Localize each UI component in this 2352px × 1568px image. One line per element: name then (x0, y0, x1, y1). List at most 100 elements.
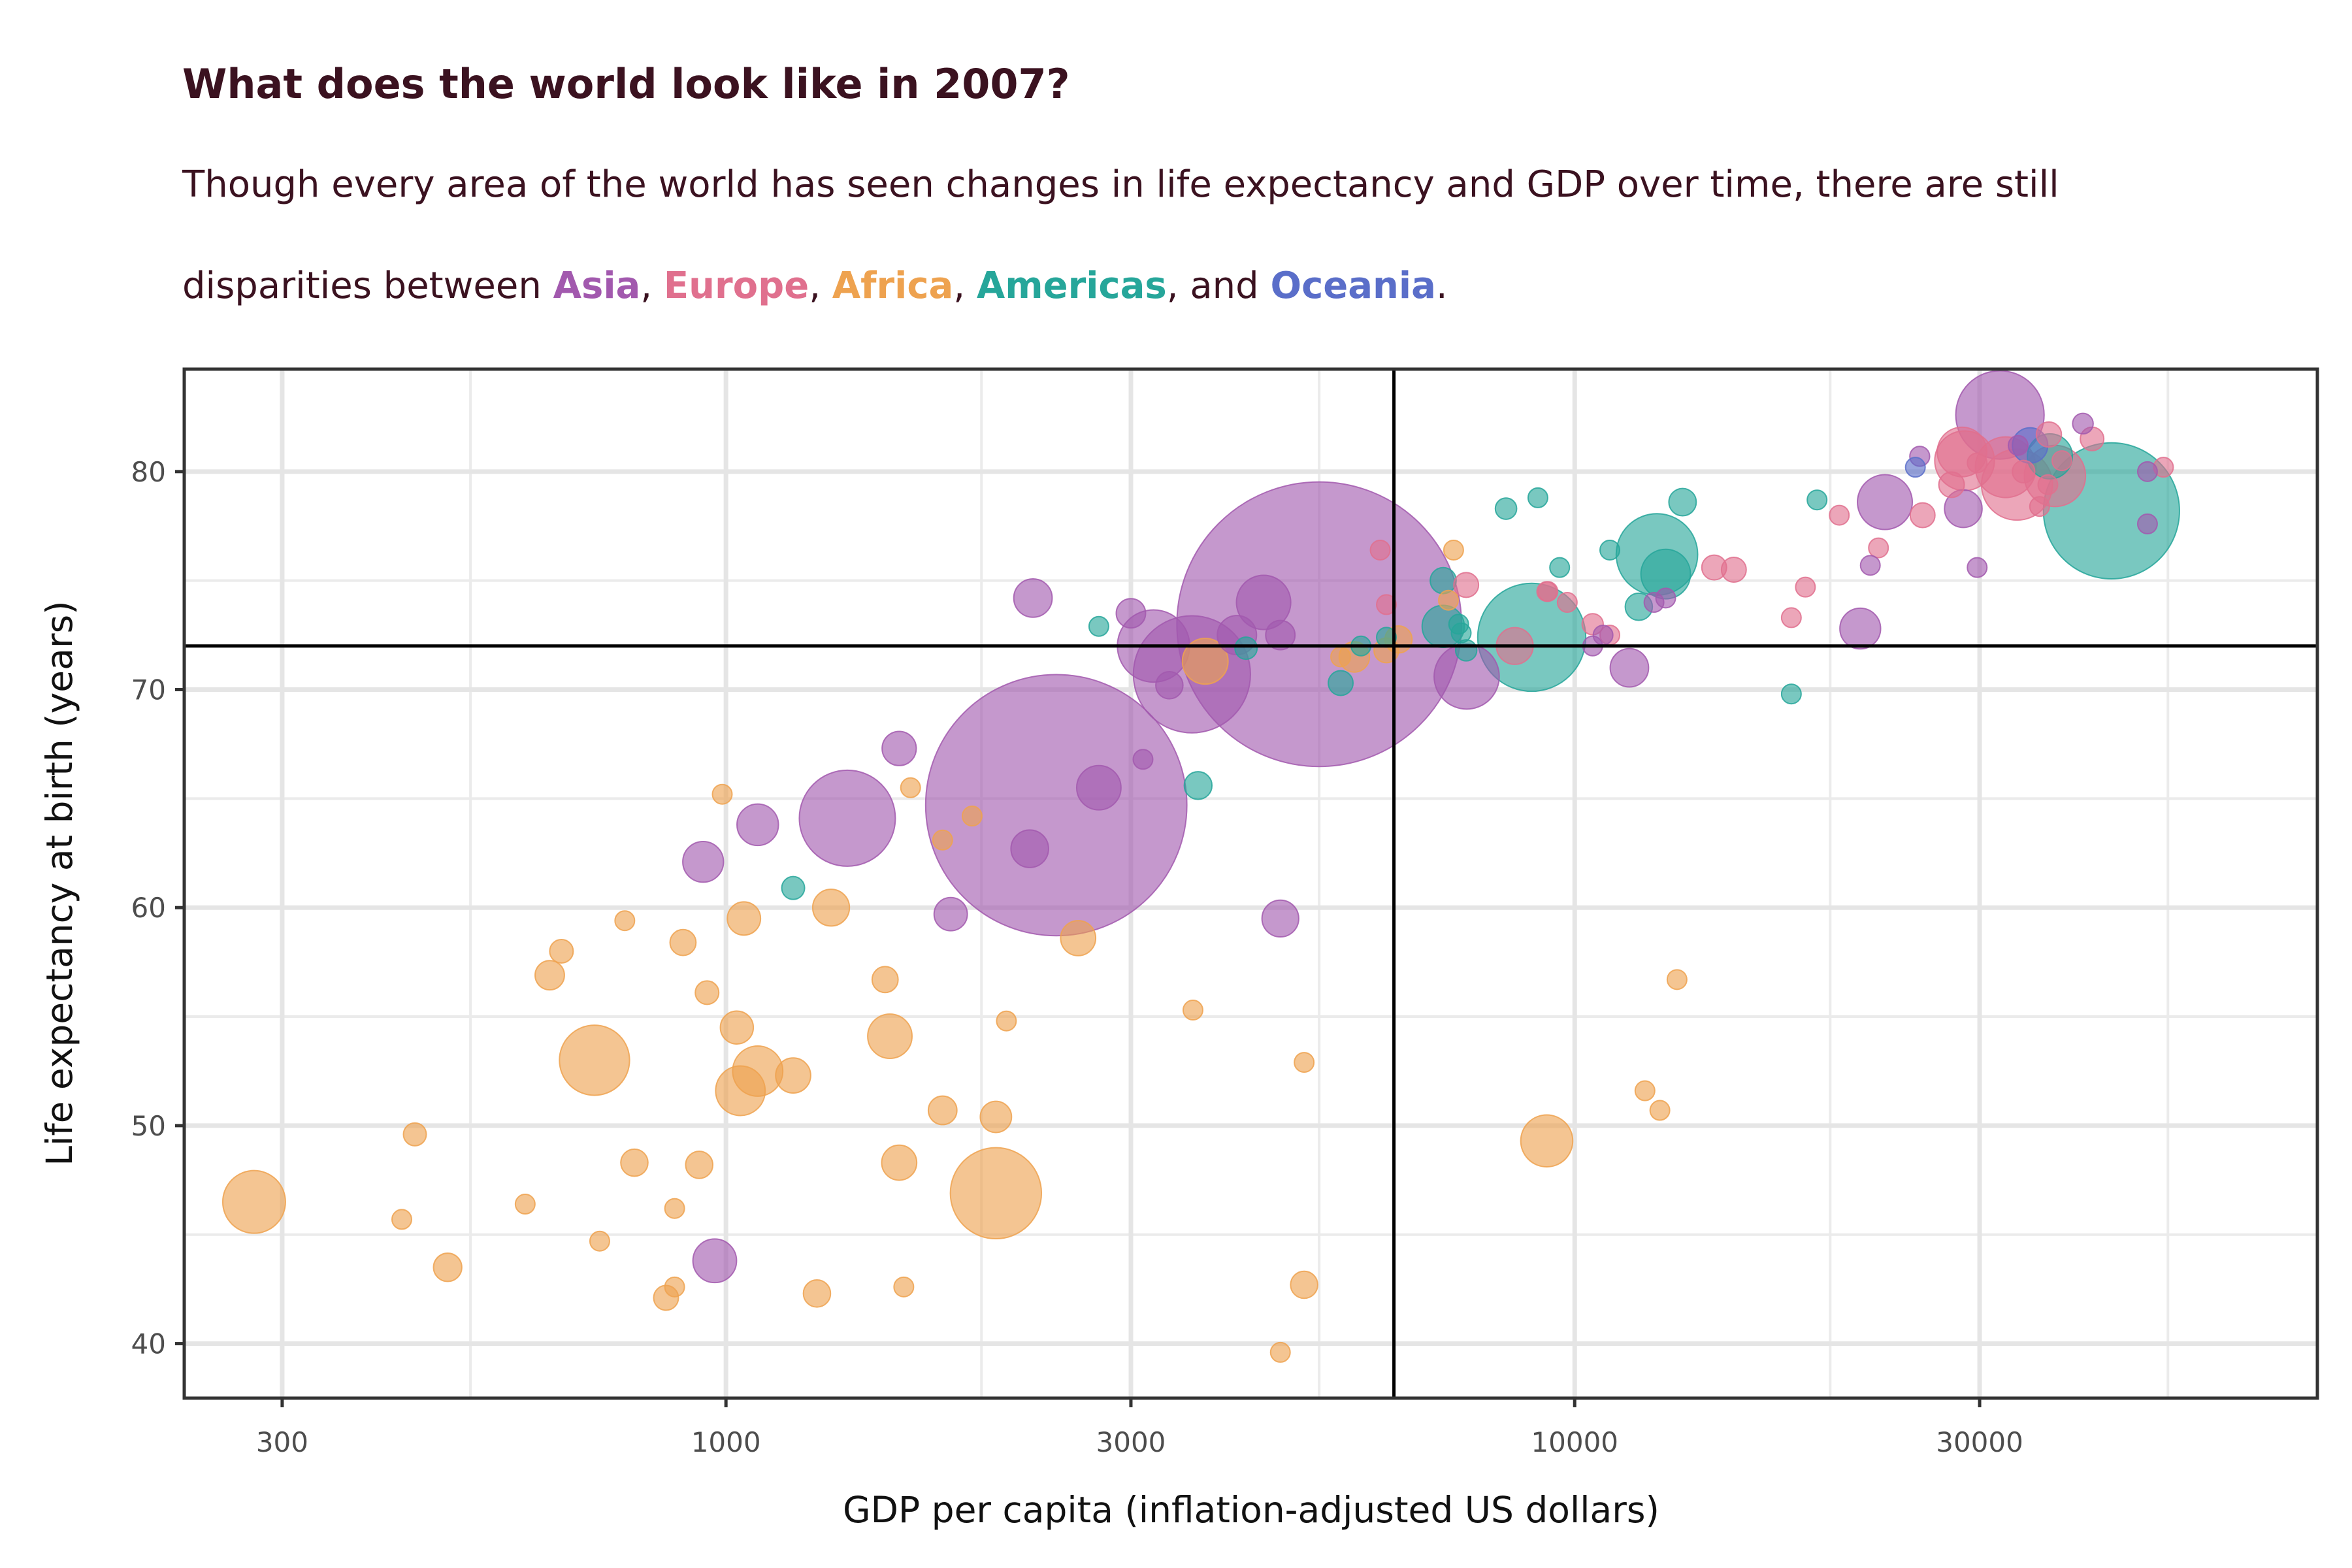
point-africa (961, 806, 983, 827)
point-africa (685, 1151, 714, 1179)
point-africa (715, 1065, 766, 1117)
point-asia (1592, 625, 1614, 646)
x-tick-label: 10000 (1531, 1426, 1618, 1458)
x-tick-label: 3000 (1096, 1426, 1166, 1458)
point-americas (1234, 636, 1258, 661)
point-africa (711, 783, 733, 805)
point-africa (614, 910, 636, 932)
point-africa (802, 1279, 832, 1308)
point-europe (1556, 592, 1578, 613)
point-americas (1549, 557, 1571, 578)
point-africa (1666, 969, 1688, 990)
point-africa (664, 1198, 685, 1219)
point-asia (736, 803, 779, 847)
point-asia (1075, 764, 1122, 811)
subtitle-and: , and (1166, 265, 1271, 307)
legend-asia: Asia (553, 265, 641, 307)
point-africa (727, 901, 762, 936)
legend-europe: Europe (663, 265, 809, 307)
point-africa (1182, 1000, 1203, 1021)
point-asia (1155, 671, 1184, 700)
point-americas (1328, 670, 1354, 696)
x-tick-label: 30000 (1936, 1426, 2023, 1458)
point-africa (1181, 638, 1229, 685)
point-asia (1235, 574, 1292, 630)
point-asia (1115, 598, 1147, 629)
point-asia (924, 674, 1188, 937)
point-africa (1294, 1052, 1315, 1073)
point-africa (1443, 539, 1464, 561)
x-tick-label: 300 (256, 1426, 308, 1458)
reference-lines (184, 369, 2317, 1398)
point-asia (881, 730, 917, 766)
point-africa (559, 1024, 630, 1096)
point-asia (1609, 647, 1650, 688)
point-americas (1183, 771, 1213, 800)
point-africa (669, 928, 697, 956)
x-axis: 300 1000 3000 10000 30000 (256, 1398, 2023, 1458)
legend-oceania: Oceania (1270, 265, 1436, 307)
point-africa (927, 1095, 958, 1126)
point-africa (996, 1010, 1017, 1032)
point-europe (2037, 474, 2059, 495)
point-africa (1649, 1100, 1671, 1121)
point-africa (979, 1100, 1013, 1134)
point-asia (1859, 555, 1881, 576)
point-asia (1261, 899, 1299, 938)
point-americas (1806, 489, 1828, 511)
subtitle-line-1: Though every area of the world has seen … (182, 163, 2059, 206)
point-asia (682, 840, 725, 883)
y-axis-label: Life expectancy at birth (years) (39, 600, 80, 1166)
subtitle-sep-1: , (640, 265, 664, 307)
point-europe (1369, 539, 1391, 561)
y-tick-label: 80 (131, 456, 166, 488)
point-europe (1780, 607, 1802, 629)
point-asia (2136, 461, 2158, 482)
point-americas (781, 875, 806, 900)
point-africa (1520, 1114, 1574, 1168)
subtitle-end: . (1435, 265, 1448, 307)
x-axis-label: GDP per capita (inflation-adjusted US do… (843, 1489, 1659, 1531)
subtitle-sep-2: , (809, 265, 832, 307)
point-europe (1795, 576, 1816, 598)
point-africa (1290, 1270, 1318, 1299)
point-americas (1668, 487, 1697, 517)
point-asia (1132, 749, 1154, 770)
point-africa (221, 1169, 286, 1234)
point-asia (798, 769, 896, 867)
point-europe (1967, 452, 1988, 474)
point-americas (1429, 566, 1457, 595)
legend-africa: Africa (832, 265, 954, 307)
point-africa (871, 966, 899, 994)
point-africa (664, 1276, 685, 1298)
legend-americas: Americas (976, 265, 1167, 307)
point-europe (1720, 557, 1747, 583)
point-africa (534, 960, 565, 991)
point-africa (433, 1252, 463, 1282)
point-europe (1868, 537, 1889, 559)
point-africa (391, 1209, 412, 1230)
point-europe (2012, 459, 2036, 484)
point-americas (1527, 487, 1548, 508)
point-africa (402, 1122, 427, 1147)
point-americas (1088, 615, 1109, 637)
point-africa (1269, 1341, 1291, 1363)
y-tick-label: 40 (131, 1328, 166, 1360)
point-asia (692, 1238, 738, 1284)
point-americas (1477, 582, 1587, 693)
point-asia (2136, 513, 2158, 534)
point-asia (1013, 578, 1053, 618)
point-americas (1599, 539, 1621, 561)
point-asia (1010, 829, 1049, 868)
point-africa (694, 980, 720, 1005)
point-europe (1938, 471, 1965, 498)
point-asia (1857, 474, 1914, 531)
y-tick-label: 60 (131, 892, 166, 924)
point-africa (932, 829, 953, 851)
point-asia (1967, 557, 1988, 578)
point-africa (893, 1276, 915, 1298)
point-africa (949, 1147, 1043, 1240)
y-axis: 40 50 60 70 80 (131, 456, 184, 1360)
point-africa (514, 1194, 536, 1215)
